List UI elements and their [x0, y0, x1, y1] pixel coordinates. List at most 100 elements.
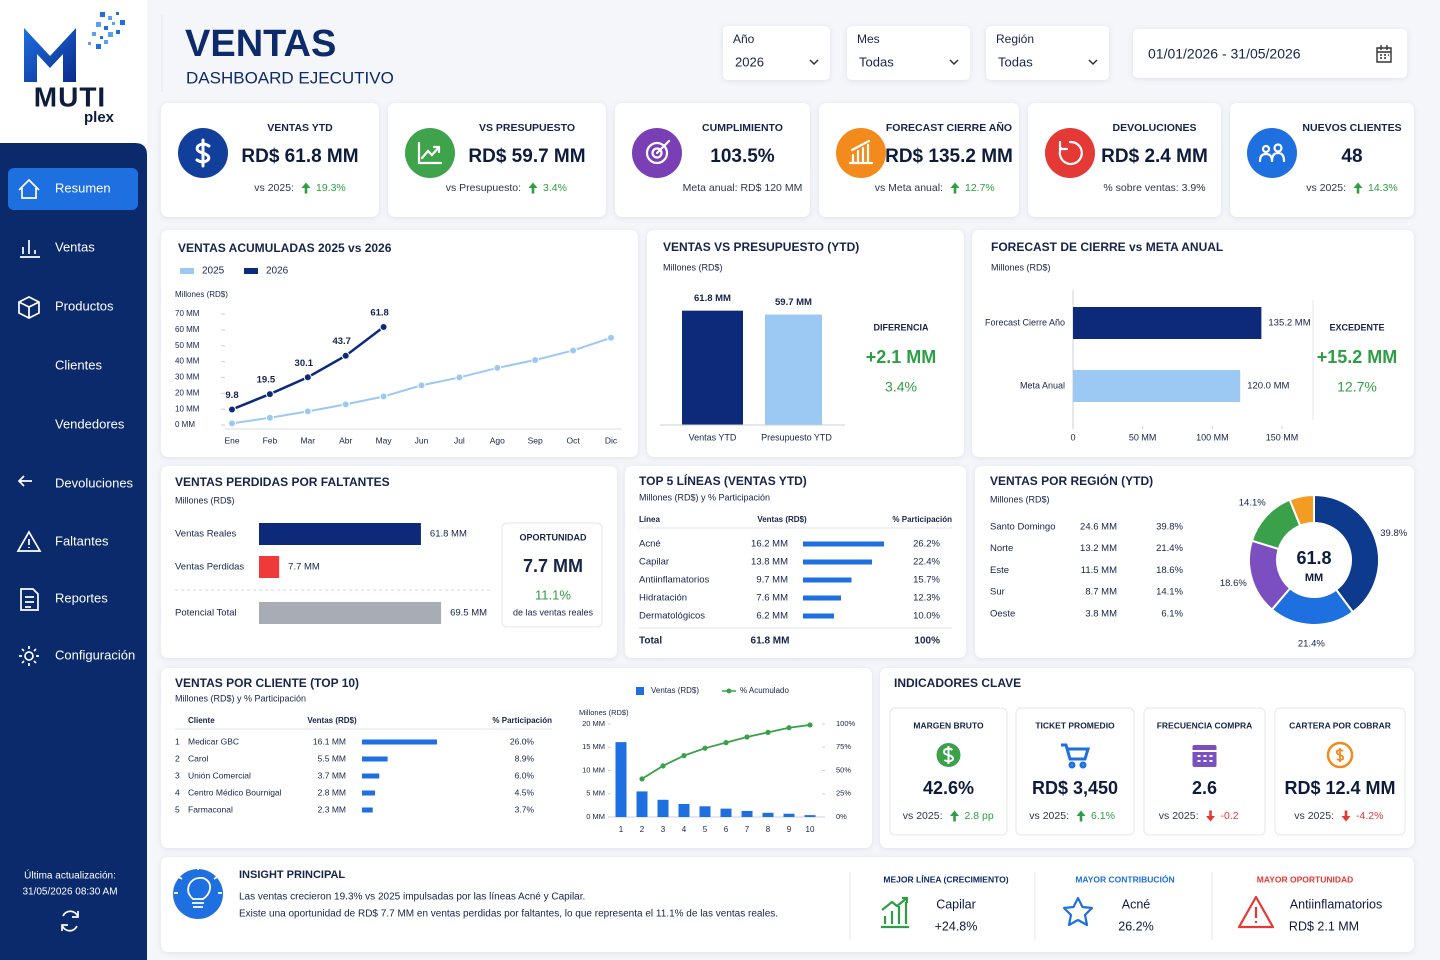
- trend-arrow: [1206, 810, 1215, 822]
- data-point: [379, 392, 388, 401]
- data-label: 43.7: [332, 336, 351, 347]
- logo-pixel: [92, 32, 96, 36]
- legend-label: 2026: [266, 266, 289, 277]
- kpi-note: vs 2025:: [1306, 182, 1346, 194]
- date-picker[interactable]: [1133, 29, 1407, 78]
- data-point: [379, 323, 388, 332]
- data-label: 135.2 MM: [1268, 318, 1310, 329]
- y2-tick-label: 25%: [836, 789, 851, 798]
- x-tick-label: Ene: [224, 435, 239, 445]
- kpi-title: VENTAS YTD: [267, 122, 333, 134]
- data-point: [493, 363, 502, 372]
- kpi-glyph: [1058, 140, 1083, 166]
- y-tick-label: Forecast Cierre Año: [985, 317, 1065, 327]
- bar: [362, 773, 380, 779]
- x-tick-label: Oct: [566, 435, 580, 445]
- kpi-glyph: [848, 139, 874, 165]
- chart-title: VENTAS VS PRESUPUESTO (YTD): [663, 240, 859, 254]
- highlight-name: Antiinflamatorios: [1290, 897, 1382, 911]
- x-tick-label: 6: [724, 825, 729, 834]
- highlight-name: Capilar: [936, 897, 976, 911]
- nav-item[interactable]: Productos: [55, 298, 114, 313]
- kpi-change: 12.7%: [965, 182, 995, 194]
- highlight-icon: [1062, 896, 1094, 927]
- row-label: Potencial Total: [175, 608, 237, 619]
- x-tick-label: Ventas YTD: [689, 432, 737, 442]
- x-tick-label: 4: [682, 825, 687, 834]
- nav-item[interactable]: Devoluciones: [55, 475, 134, 490]
- highlight-icon: [881, 896, 909, 929]
- row-value: 5.5 MM: [318, 753, 346, 763]
- row-rank: 1: [175, 736, 180, 746]
- nav-item[interactable]: Vendedores: [55, 416, 125, 431]
- chart-title: VENTAS PERDIDAS POR FALTANTES: [175, 475, 390, 489]
- bar: [362, 739, 438, 745]
- filter-dropdown[interactable]: [986, 26, 1109, 80]
- nav-glyph: [18, 296, 40, 319]
- x-tick-label: 7: [745, 825, 750, 834]
- bar: [741, 810, 753, 817]
- kpi-value: RD$ 135.2 MM: [885, 146, 1013, 167]
- kpi-title: VS PRESUPUESTO: [479, 122, 575, 134]
- row-share: 26.2%: [913, 539, 940, 550]
- refresh-button[interactable]: [61, 910, 79, 932]
- kpi-icon: [836, 128, 886, 178]
- row-share: 8.9%: [515, 753, 535, 763]
- insight-title: INSIGHT PRINCIPAL: [239, 869, 345, 881]
- nav-active[interactable]: [8, 168, 138, 210]
- nav-icon: [18, 178, 40, 199]
- nav-item[interactable]: Faltantes: [55, 533, 109, 548]
- kpi-glyph: [417, 141, 443, 165]
- chevron: [949, 59, 959, 66]
- data-point: [607, 333, 615, 342]
- kpi-change: 6.1%: [1091, 810, 1115, 822]
- x-tick-label: 2: [640, 825, 645, 834]
- x-tick-label: Abr: [339, 435, 352, 445]
- filter-value: Todas: [998, 54, 1033, 69]
- data-point: [681, 753, 687, 759]
- filter-label: Región: [996, 32, 1034, 46]
- row-label: Santo Domingo: [990, 522, 1055, 533]
- filter-dropdown[interactable]: [847, 26, 970, 80]
- column-header: Línea: [639, 515, 660, 524]
- chevron: [809, 59, 819, 66]
- trend-arrow: [950, 810, 959, 822]
- row-share: 18.6%: [1156, 565, 1183, 576]
- nav-item[interactable]: Reportes: [55, 590, 108, 605]
- row-label: Capilar: [639, 557, 669, 568]
- filter-value: 2026: [735, 54, 764, 69]
- row-share: 21.4%: [1156, 543, 1183, 554]
- filter-label: Mes: [857, 32, 880, 46]
- brand-name: MUTI: [34, 81, 106, 112]
- donut-center-value: 61.8: [1296, 548, 1331, 568]
- calendar-icon: [1376, 45, 1392, 63]
- kpi-change: 3.4%: [543, 182, 567, 194]
- bar: [362, 807, 373, 813]
- insight-line: Las ventas crecieron 19.3% vs 2025 impul…: [239, 892, 585, 903]
- nav-item[interactable]: Configuración: [55, 647, 135, 662]
- logo-pixel: [96, 22, 101, 27]
- nav-item[interactable]: Ventas: [55, 239, 95, 254]
- data-point: [765, 729, 771, 735]
- nav-glyph: [16, 530, 42, 552]
- chart-subtitle: Millones (RD$) y % Participación: [639, 492, 770, 502]
- nav-item[interactable]: Resumen: [55, 180, 111, 195]
- highlight-value: 26.2%: [1118, 919, 1153, 933]
- y-tick-label: 40 MM: [175, 357, 200, 366]
- logo-pixel: [96, 44, 101, 49]
- filter-dropdown[interactable]: [723, 26, 830, 80]
- chart-subtitle: Millones (RD$): [175, 495, 235, 505]
- data-point: [265, 413, 274, 422]
- kpi-value: 103.5%: [710, 146, 775, 167]
- nav-icon: [19, 646, 39, 666]
- date-range: 01/01/2026 - 31/05/2026: [1148, 46, 1301, 62]
- donut-slice: [1313, 493, 1380, 614]
- nav-icon: [16, 530, 42, 552]
- y-tick-label: 10 MM: [582, 765, 605, 774]
- nav-item[interactable]: Clientes: [55, 357, 102, 372]
- indicator-icon: [1061, 743, 1091, 769]
- excess-value: +15.2 MM: [1317, 347, 1398, 367]
- kpi-value: RD$ 59.7 MM: [468, 146, 585, 167]
- highlight-value: RD$ 2.1 MM: [1289, 919, 1359, 933]
- data-point: [228, 405, 236, 414]
